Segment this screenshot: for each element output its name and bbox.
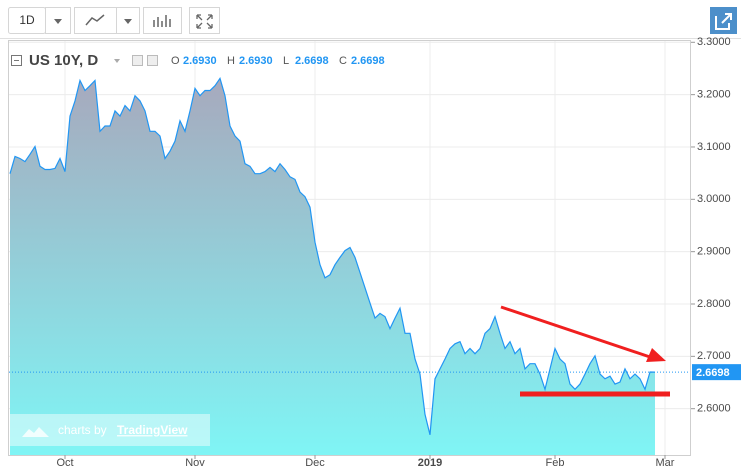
watermark-brand[interactable]: TradingView <box>117 423 188 437</box>
y-tick-label: 3.2000 <box>697 89 731 101</box>
arrow-head <box>646 348 666 362</box>
symbol-title: US 10Y, D <box>29 52 98 69</box>
x-tick-label: Nov <box>185 457 205 469</box>
y-tick-label: 2.9000 <box>697 246 731 258</box>
y-tick-label: 2.6000 <box>697 403 731 415</box>
ohlc-values: O 2.6930 H 2.6930 L 2.6698 C 2.6698 <box>171 55 385 67</box>
ohlc-key: H <box>227 55 235 67</box>
drawings <box>500 305 670 397</box>
y-tick-label: 2.7000 <box>697 350 731 362</box>
ohlc-key: O <box>171 55 180 67</box>
fullscreen-button[interactable] <box>189 7 220 34</box>
watermark-logo <box>22 427 49 437</box>
x-tick-label: Feb <box>546 457 565 469</box>
plot-border <box>8 40 691 456</box>
ohlc-key: L <box>283 55 289 67</box>
price-line <box>9 77 656 435</box>
toolbar: 1D <box>8 7 737 34</box>
ohlc-value: 2.6698 <box>351 55 385 67</box>
symbol-dropdown <box>114 59 120 63</box>
dropdown-icon <box>54 19 62 24</box>
settings-button[interactable] <box>132 55 143 66</box>
plot-area <box>9 41 691 456</box>
indicators-button[interactable] <box>143 7 182 34</box>
x-tick-label: Dec <box>305 457 325 469</box>
y-tick-label: 3.0000 <box>697 193 731 205</box>
ohlc-value: 2.6930 <box>239 55 273 67</box>
y-tick-label: 3.1000 <box>697 141 731 153</box>
y-tick-label: 2.8000 <box>697 298 731 310</box>
watermark-prefix: charts by <box>58 423 107 437</box>
dropdown-icon <box>124 19 132 24</box>
trend-arrow <box>500 305 651 359</box>
popout-icon <box>715 13 732 30</box>
chart-type-icon <box>85 14 105 26</box>
indicators-icon <box>153 15 171 27</box>
ohlc-value: 2.6698 <box>295 55 329 67</box>
ohlc-key: C <box>339 55 347 67</box>
y-tick-label: 3.3000 <box>697 36 731 48</box>
settings-button[interactable] <box>147 55 158 66</box>
ohlc-value: 2.6930 <box>183 55 217 67</box>
legend-header: US 10Y, D <box>11 52 158 69</box>
last-price-label: 2.6698 <box>696 367 730 379</box>
watermark-box <box>10 414 210 446</box>
x-tick-label: Oct <box>56 457 73 469</box>
fullscreen-icon <box>196 14 213 29</box>
interval-label: 1D <box>19 13 35 27</box>
last-price-box <box>692 364 741 381</box>
area-fill <box>10 78 655 456</box>
x-tick-label: Mar <box>656 457 675 469</box>
x-tick-label: 2019 <box>418 457 442 469</box>
